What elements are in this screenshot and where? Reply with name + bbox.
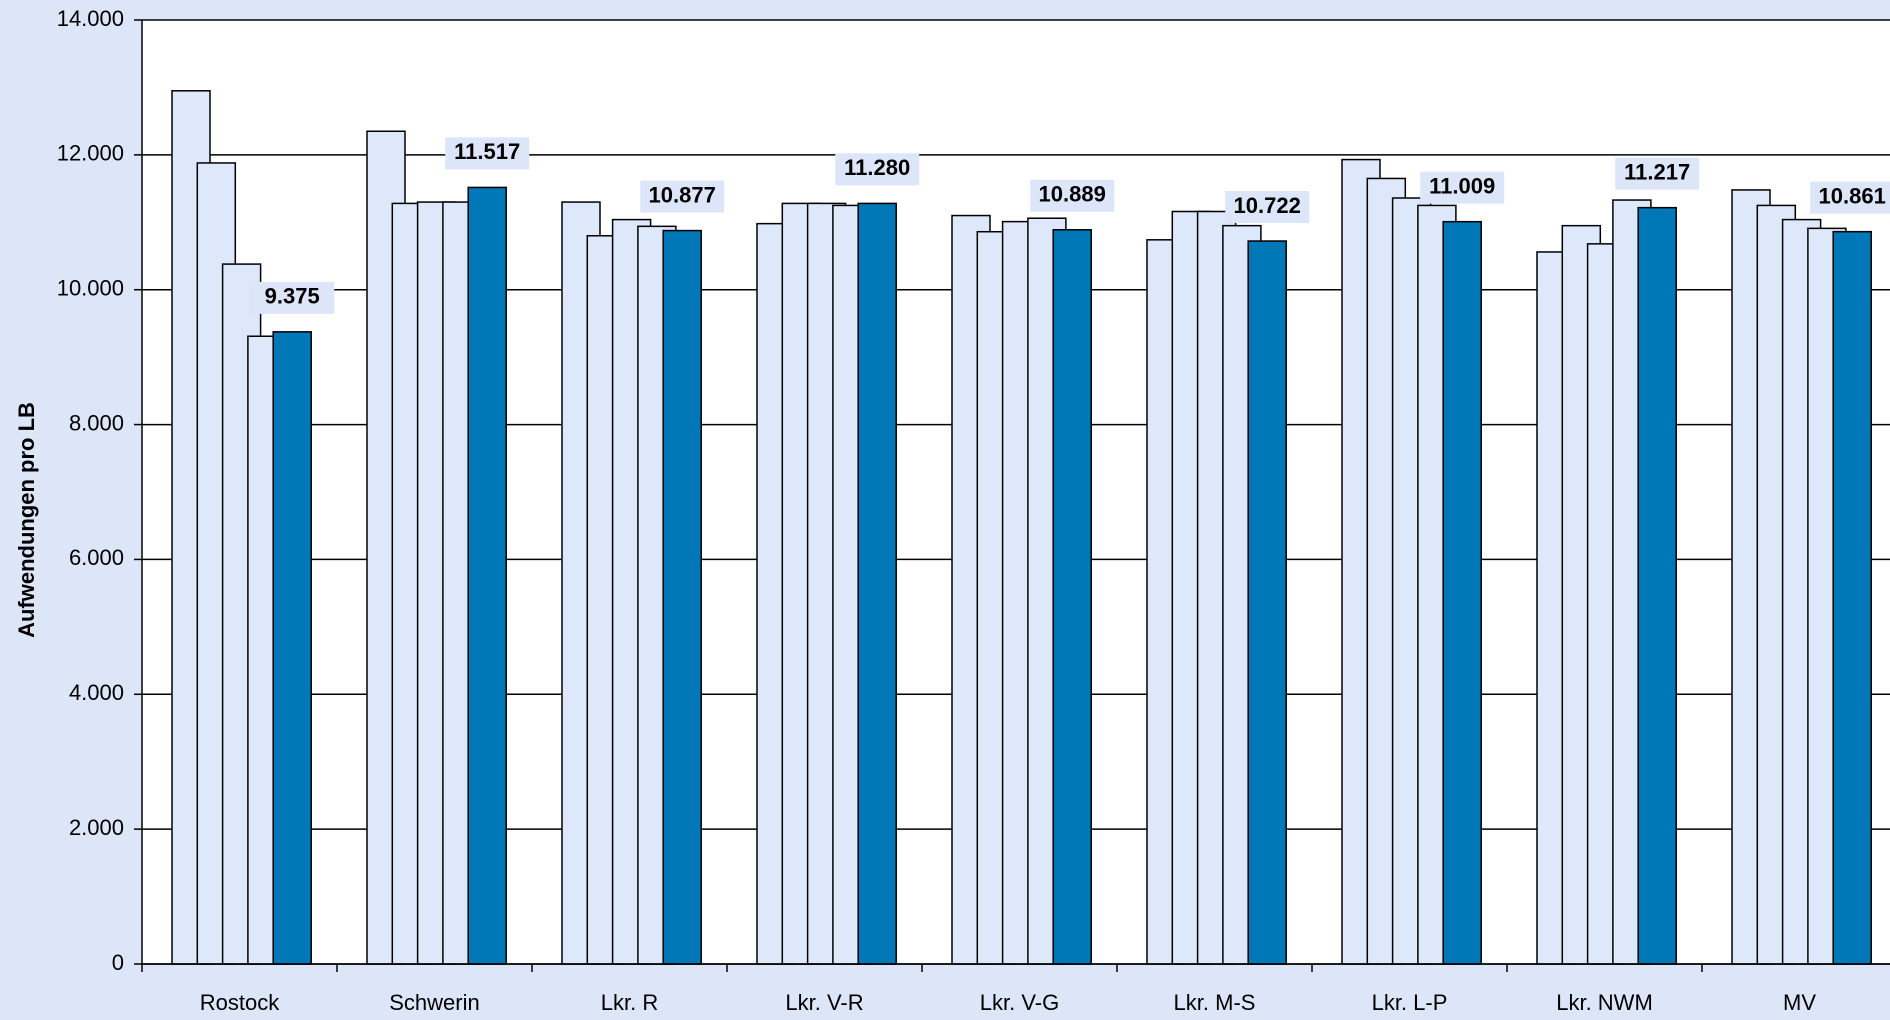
y-tick-label: 0 (112, 950, 124, 975)
data-label: 10.861 (1819, 183, 1886, 208)
y-tick-label: 6.000 (69, 545, 124, 570)
bar (662, 229, 702, 965)
bar (1052, 229, 1092, 965)
data-label: 10.877 (649, 182, 716, 207)
data-label: 11.517 (454, 139, 520, 164)
y-axis-title: Aufwendungen pro LB (14, 402, 39, 638)
bar (1832, 230, 1872, 965)
data-label-box (1225, 191, 1310, 224)
y-tick-label: 8.000 (69, 410, 124, 435)
x-tick-label: Lkr. NWM (1556, 990, 1653, 1015)
bar (272, 331, 312, 965)
data-label-box (1615, 157, 1700, 190)
bar (1442, 220, 1482, 965)
data-label-box (1420, 171, 1505, 204)
data-label-box (835, 153, 920, 186)
y-tick-label: 10.000 (57, 276, 124, 301)
x-tick-label: Lkr. R (601, 990, 658, 1015)
x-tick-label: Lkr. V-G (980, 990, 1059, 1015)
data-label-box (250, 281, 335, 314)
y-tick-label: 14.000 (57, 6, 124, 31)
x-tick-label: MV (1783, 990, 1816, 1015)
data-label: 9.375 (265, 284, 320, 309)
data-label-box (640, 180, 725, 213)
data-label-box (1810, 181, 1890, 214)
y-tick-label: 4.000 (69, 680, 124, 705)
x-tick-label: Rostock (200, 990, 280, 1015)
bar (1637, 206, 1677, 965)
bar (467, 186, 507, 965)
data-label-box (445, 137, 530, 170)
y-tick-label: 2.000 (69, 815, 124, 840)
bar (857, 202, 897, 965)
x-tick-label: Schwerin (389, 990, 479, 1015)
data-label: 10.722 (1234, 193, 1301, 218)
data-label: 11.009 (1429, 173, 1495, 198)
data-label: 11.280 (844, 155, 910, 180)
data-label-box (1030, 179, 1115, 212)
bar (1247, 240, 1287, 965)
data-label: 10.889 (1039, 182, 1106, 207)
y-tick-label: 12.000 (57, 141, 124, 166)
data-label: 11.217 (1624, 159, 1690, 184)
x-tick-label: Lkr. L-P (1372, 990, 1448, 1015)
x-tick-label: Lkr. M-S (1174, 990, 1256, 1015)
x-tick-label: Lkr. V-R (785, 990, 863, 1015)
